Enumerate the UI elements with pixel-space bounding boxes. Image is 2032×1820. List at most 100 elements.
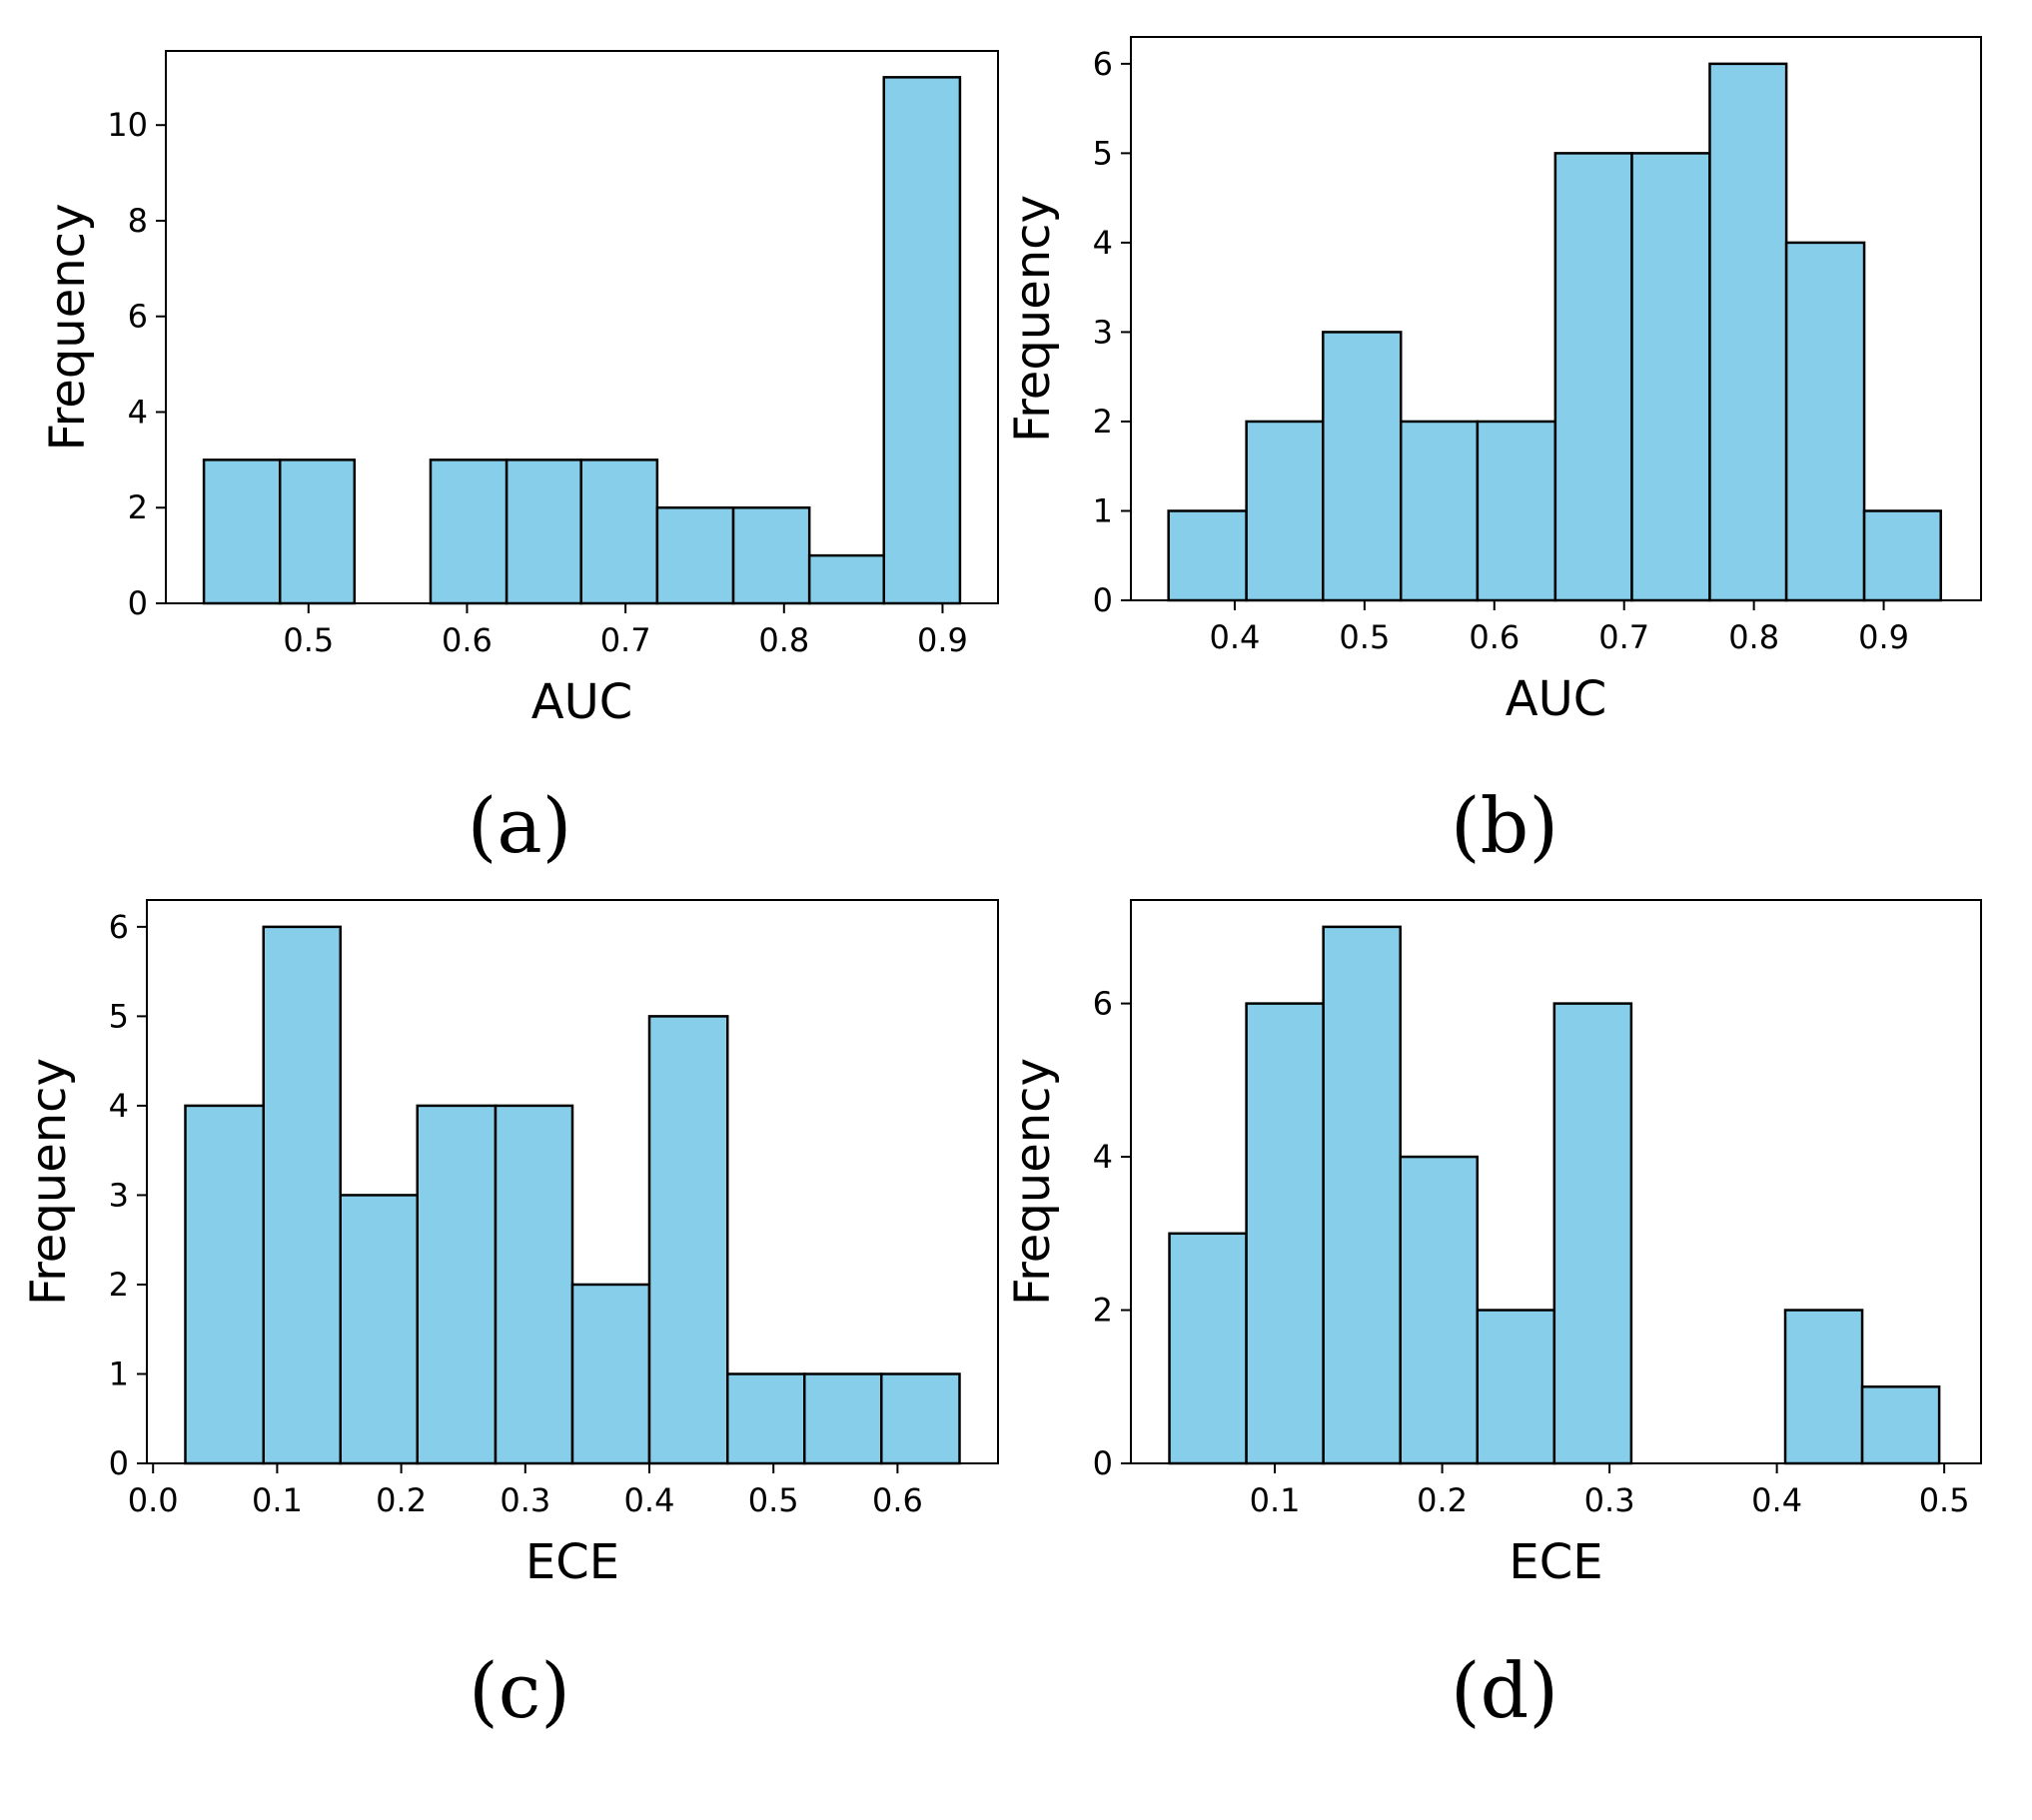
x-tick-label: 0.5 <box>283 621 334 659</box>
histogram-bar <box>1322 925 1402 1465</box>
y-tick-label: 3 <box>1093 313 1113 351</box>
histogram-bar <box>1399 1155 1480 1465</box>
histogram-bar <box>1167 509 1248 602</box>
y-tick-label: 10 <box>107 106 148 144</box>
x-tick-label: 0.0 <box>128 1481 179 1519</box>
x-tick-label: 0.9 <box>1858 618 1909 656</box>
x-tick-label: 0.1 <box>252 1481 303 1519</box>
x-tick-label: 0.6 <box>442 621 493 659</box>
panel-caption-b: (b) <box>1451 781 1558 870</box>
histogram-bar <box>803 1372 883 1465</box>
plot-frame <box>165 50 999 604</box>
histogram-bar <box>1168 1232 1248 1465</box>
x-tick-label: 0.5 <box>1919 1481 1970 1519</box>
y-tick-label: 3 <box>109 1176 129 1214</box>
y-tick-label: 1 <box>109 1355 129 1392</box>
histogram-bar <box>1862 509 1942 602</box>
histogram-bar <box>1552 1002 1633 1465</box>
chart-d: 0.1 0.2 0.3 0.4 0.5 0 2 4 6 ECE Frequency (d) <box>1005 899 1982 1735</box>
histogram-bar <box>1322 331 1403 602</box>
y-tick-label: 5 <box>109 997 129 1035</box>
x-tick-label: 0.7 <box>600 621 651 659</box>
y-axis-label: Frequency <box>21 1058 77 1306</box>
y-tick-label: 0 <box>1093 1444 1113 1482</box>
panel-caption-d: (d) <box>1451 1646 1558 1735</box>
y-tick-label: 6 <box>109 908 129 946</box>
y-tick-label: 2 <box>128 488 148 526</box>
panel-caption-c: (c) <box>469 1646 570 1735</box>
x-axis-label: ECE <box>525 1534 619 1590</box>
x-tick-label: 0.4 <box>1209 618 1260 656</box>
x-tick-label: 0.8 <box>1728 618 1779 656</box>
histogram-bar <box>429 458 508 605</box>
histogram-bar <box>262 925 342 1465</box>
chart-c: 0.0 0.1 0.2 0.3 0.4 0.5 0.6 0 1 2 3 4 5 6 ECE Frequency… <box>21 899 999 1735</box>
y-tick-label: 4 <box>109 1087 129 1125</box>
y-tick-label: 4 <box>1093 224 1113 262</box>
y-tick-label: 1 <box>1093 491 1113 529</box>
x-tick-label: 0.3 <box>500 1481 550 1519</box>
histogram-bar <box>725 1372 806 1465</box>
histogram-bar <box>278 458 357 605</box>
y-tick-label: 6 <box>1093 985 1113 1023</box>
histogram-bar <box>339 1194 420 1465</box>
histogram-bar <box>647 1015 729 1465</box>
x-tick-label: 0.5 <box>748 1481 799 1519</box>
histogram-bar <box>184 1104 265 1465</box>
histogram-bar <box>731 505 811 605</box>
histogram-bar <box>1476 1309 1556 1465</box>
histogram-bar <box>1245 1002 1325 1465</box>
histogram-bar <box>1476 420 1557 602</box>
histogram-bar <box>579 458 659 605</box>
y-tick-label: 0 <box>109 1444 129 1482</box>
plot-frame <box>1130 899 1982 1464</box>
histogram-bar <box>1860 1385 1941 1465</box>
histogram-bar <box>807 553 886 605</box>
histogram-bar <box>1399 420 1480 602</box>
histogram-bar <box>505 458 582 605</box>
histogram-bar <box>1245 420 1325 602</box>
x-tick-label: 0.8 <box>758 621 809 659</box>
panel-caption-a: (a) <box>468 781 572 870</box>
y-tick-label: 0 <box>1093 581 1113 619</box>
histogram-bar <box>202 458 282 605</box>
x-axis-label: AUC <box>1506 671 1606 727</box>
x-tick-label: 0.7 <box>1598 618 1649 656</box>
y-tick-label: 6 <box>1093 45 1113 83</box>
y-tick-label: 4 <box>1093 1138 1113 1176</box>
x-tick-label: 0.3 <box>1584 1481 1635 1519</box>
y-axis-label: Frequency <box>40 204 96 452</box>
histogram-bar <box>1783 1309 1864 1465</box>
histogram-bar <box>1630 152 1711 602</box>
x-tick-label: 0.2 <box>376 1481 427 1519</box>
x-tick-label: 0.5 <box>1339 618 1390 656</box>
plot-frame <box>1130 36 1982 601</box>
y-axis-label: Frequency <box>1005 1058 1061 1306</box>
y-tick-label: 0 <box>128 584 148 622</box>
x-tick-label: 0.4 <box>1751 1481 1802 1519</box>
y-tick-label: 8 <box>128 202 148 240</box>
histogram-bar <box>655 505 735 605</box>
x-tick-label: 0.4 <box>624 1481 675 1519</box>
histogram-bar <box>494 1104 574 1465</box>
y-tick-label: 2 <box>1093 1292 1113 1330</box>
y-tick-label: 5 <box>1093 134 1113 172</box>
x-tick-label: 0.6 <box>1469 618 1520 656</box>
histogram-bar <box>416 1104 498 1465</box>
chart-a: 0.5 0.6 0.7 0.8 0.9 0 2 4 6 8 10 AUC Frequency (a) <box>40 50 999 870</box>
x-tick-label: 0.9 <box>917 621 968 659</box>
chart-b: 0.4 0.5 0.6 0.7 0.8 0.9 0 1 2 3 4 5 6 AUC Frequency (b) <box>1005 36 1982 870</box>
histogram-bar <box>570 1283 651 1465</box>
y-tick-label: 4 <box>128 393 148 431</box>
x-axis-label: ECE <box>1509 1534 1602 1590</box>
y-tick-label: 2 <box>109 1266 129 1304</box>
histogram-bar <box>1784 241 1866 602</box>
x-axis-label: AUC <box>531 674 632 730</box>
x-tick-label: 0.6 <box>872 1481 923 1519</box>
plot-frame <box>146 899 999 1464</box>
y-axis-label: Frequency <box>1005 195 1061 443</box>
y-tick-label: 6 <box>128 298 148 336</box>
y-tick-label: 2 <box>1093 403 1113 441</box>
histogram-bar <box>882 76 962 605</box>
